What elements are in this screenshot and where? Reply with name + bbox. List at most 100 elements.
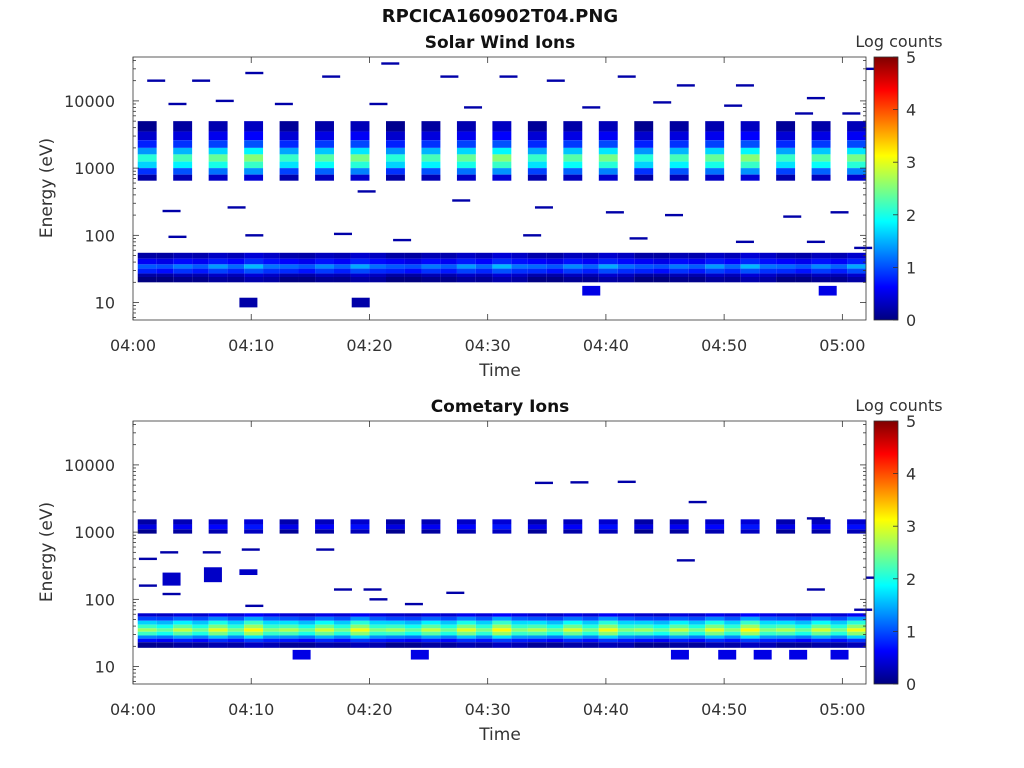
solar-wind-cell (527, 276, 547, 283)
solar-wind-cell (421, 121, 441, 132)
solar-wind-cell (811, 258, 831, 265)
solar-wind-cell (208, 252, 228, 259)
cometary-cell (456, 624, 476, 629)
cometary-cell (688, 616, 706, 621)
solar-wind-xtick-label: 04:20 (346, 336, 392, 355)
solar-wind-colorbar-tick-label: 3 (906, 153, 916, 172)
cometary-cell (227, 631, 245, 636)
solar-wind-cell (192, 273, 209, 277)
cometary-cell (795, 616, 812, 621)
cometary-cell (456, 628, 476, 632)
solar-wind-cell (546, 258, 564, 265)
cometary-cell (617, 628, 635, 632)
cometary-cell (263, 638, 280, 643)
solar-wind-cell (669, 121, 689, 132)
solar-wind-cell (421, 140, 441, 148)
solar-wind-cell (456, 140, 476, 148)
solar-wind-cell (279, 273, 299, 277)
cometary-cell (156, 616, 174, 621)
solar-wind-cell (669, 161, 689, 169)
cometary-xtick-label: 04:20 (346, 700, 392, 719)
solar-wind-cell (795, 252, 812, 259)
solar-wind-colorbar-tick-label: 4 (906, 101, 916, 120)
cometary-cell (244, 628, 264, 632)
cometary-cell (227, 642, 245, 648)
cometary-cell (811, 529, 831, 534)
cometary-cell (546, 628, 564, 632)
solar-wind-cell (192, 276, 209, 283)
solar-wind-cell (386, 258, 405, 265)
cometary-cell (208, 624, 228, 629)
cometary-cell (492, 524, 512, 530)
cometary-cell (244, 613, 264, 617)
solar-wind-cell (830, 276, 848, 283)
solar-wind-xtick-label: 04:40 (583, 336, 629, 355)
solar-wind-cell (776, 121, 796, 132)
cometary-title: Cometary Ions (431, 397, 570, 417)
solar-wind-cell (440, 264, 457, 269)
solar-wind-cell (634, 258, 654, 265)
cometary-cell (617, 616, 635, 621)
solar-wind-cell (617, 252, 635, 259)
solar-wind-cell (811, 264, 831, 269)
solar-wind-cell (173, 268, 193, 274)
cometary-cell (705, 613, 725, 617)
cometary-xtick-label: 05:00 (819, 700, 865, 719)
solar-wind-ylabel: Energy (eV) (37, 138, 57, 238)
cometary-cell (563, 642, 583, 648)
cometary-cell (475, 620, 493, 625)
cometary-cell (298, 624, 316, 629)
cometary-cell (440, 628, 457, 632)
solar-wind-cell (724, 276, 741, 283)
solar-wind-cell (759, 273, 777, 277)
solar-wind-cell (740, 174, 760, 181)
cometary-cell (492, 635, 512, 639)
solar-wind-cell (492, 268, 512, 274)
solar-wind-cell (315, 258, 334, 265)
cometary-cell (350, 624, 370, 629)
cometary-speck (292, 649, 311, 660)
solar-wind-cell (740, 161, 760, 169)
solar-wind-cell (156, 252, 174, 259)
cometary-cell (279, 519, 299, 525)
solar-wind-speck (215, 99, 234, 103)
solar-wind-cell (705, 147, 725, 155)
solar-wind-speck (523, 234, 542, 237)
solar-wind-cell (173, 276, 193, 283)
solar-wind-cell (546, 276, 564, 283)
cometary-cell (527, 631, 547, 636)
solar-wind-cell (298, 276, 316, 283)
cometary-cell (263, 613, 280, 617)
solar-wind-cell (263, 264, 280, 269)
solar-wind-cell (386, 121, 405, 132)
cometary-cell (830, 631, 848, 636)
cometary-cell (173, 638, 193, 643)
cometary-cell (137, 628, 157, 632)
cometary-cell (298, 631, 316, 636)
solar-wind-cell (456, 154, 476, 162)
cometary-cell (244, 631, 264, 636)
solar-wind-cell (511, 252, 528, 259)
solar-wind-cell (492, 154, 512, 162)
cometary-cell (475, 635, 493, 639)
solar-wind-cell (759, 258, 777, 265)
solar-wind-cell (598, 161, 618, 169)
cometary-cell (315, 631, 334, 636)
solar-wind-cell (847, 121, 866, 132)
solar-wind-cell (563, 264, 583, 269)
cometary-colorbar-tick-label: 5 (906, 412, 916, 431)
cometary-cell (244, 616, 264, 621)
solar-wind-cell (244, 121, 264, 132)
solar-wind-cell (740, 258, 760, 265)
solar-wind-cell (688, 252, 706, 259)
cometary-cell (795, 642, 812, 648)
solar-wind-cell (811, 174, 831, 181)
solar-wind-cell (527, 131, 547, 141)
solar-wind-cell (369, 258, 387, 265)
solar-wind-cell (386, 168, 405, 175)
solar-wind-cell (634, 268, 654, 274)
cometary-cell (759, 642, 777, 648)
cometary-cell (546, 635, 564, 639)
solar-wind-cell (421, 258, 441, 265)
cometary-cell (404, 620, 422, 625)
